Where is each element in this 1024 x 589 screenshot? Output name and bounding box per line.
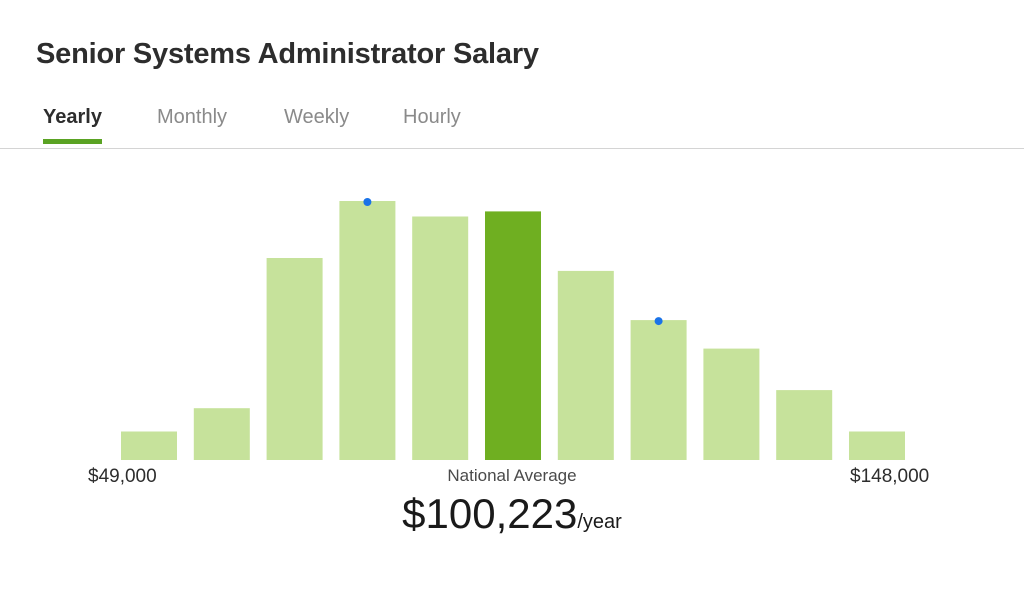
salary-bar xyxy=(193,408,250,460)
max-salary-label: $148,000 xyxy=(850,466,930,487)
salary-bar xyxy=(557,270,614,460)
salary-bar xyxy=(703,348,760,460)
tab-weekly[interactable]: Weekly xyxy=(284,106,350,128)
salary-bar xyxy=(776,390,833,460)
average-amount: $100,223 xyxy=(402,490,578,537)
tab-monthly[interactable]: Monthly xyxy=(157,106,228,128)
salary-bar xyxy=(121,431,177,460)
average-unit: /year xyxy=(577,511,622,533)
min-salary-label: $49,000 xyxy=(88,466,157,487)
salary-bar xyxy=(630,320,687,460)
salary-bar xyxy=(266,258,323,460)
percentile-marker xyxy=(363,198,372,206)
page-title: Senior Systems Administrator Salary xyxy=(36,38,539,70)
salary-bar xyxy=(339,201,396,460)
period-tabs: Yearly Monthly Weekly Hourly xyxy=(0,100,1024,149)
percentile-marker xyxy=(654,317,663,326)
salary-bar xyxy=(849,431,905,460)
national-average-label: National Average xyxy=(447,466,577,485)
national-average-value: $100,223/year xyxy=(0,490,1024,538)
salary-bar xyxy=(412,216,469,460)
tab-hourly[interactable]: Hourly xyxy=(403,106,461,128)
average-bar xyxy=(485,211,541,460)
salary-distribution-chart xyxy=(121,198,905,460)
tab-yearly[interactable]: Yearly xyxy=(43,106,102,144)
